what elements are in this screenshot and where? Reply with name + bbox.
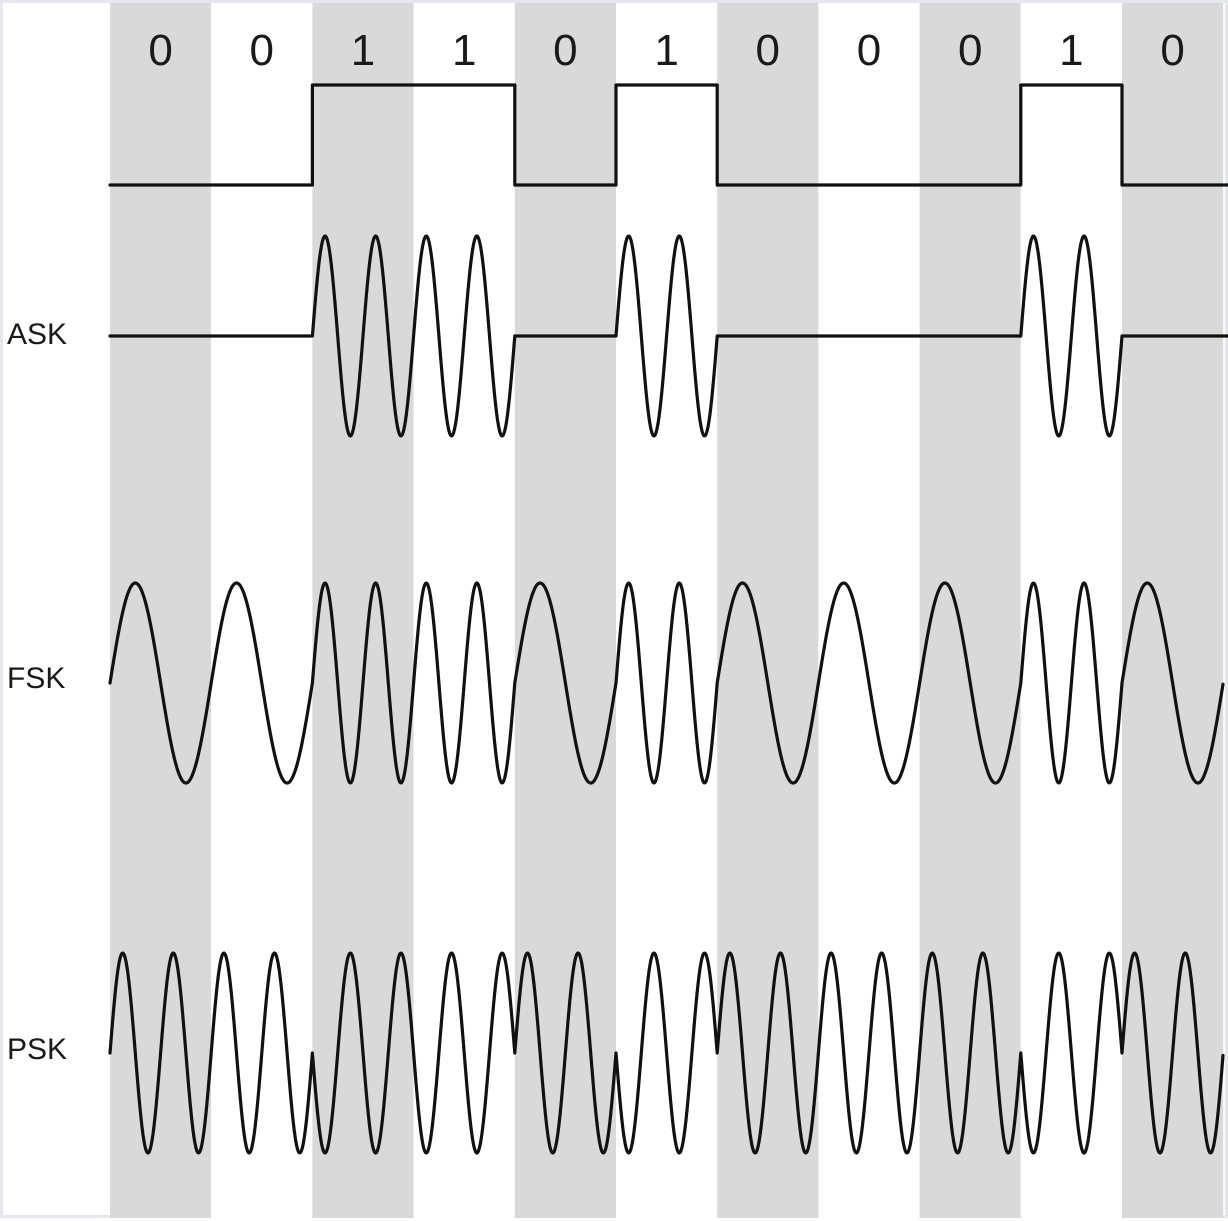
bit-label: 1 [452,26,476,75]
bit-label: 1 [1059,26,1083,75]
row-labels: ASK FSK PSK [7,318,67,1066]
bit-labels: 0 0 1 1 0 1 0 0 0 1 0 [148,26,1184,75]
fsk-label: FSK [7,662,65,695]
bit-label: 0 [553,26,577,75]
bit-stripe [717,3,819,1218]
bit-period-stripes [110,3,1224,1218]
ask-label: ASK [7,318,67,351]
bit-label: 1 [351,26,375,75]
bit-stripe [413,3,515,1218]
bit-stripe [818,3,920,1218]
bit-stripe [1122,3,1224,1218]
psk-label: PSK [7,1033,67,1066]
bit-stripe [919,3,1021,1218]
bit-label: 0 [756,26,780,75]
modulation-diagram: 0 0 1 1 0 1 0 0 0 1 0 ASK FSK PSK [7,3,1228,1218]
digital-signal-wave [108,83,1228,187]
ask-wave [108,234,1228,438]
bit-stripe [110,3,212,1218]
bit-stripe [616,3,718,1218]
psk-wave [108,951,1225,1155]
bit-stripe [312,3,414,1218]
bit-label: 0 [250,26,274,75]
bit-stripe [514,3,616,1218]
bit-stripe [211,3,313,1218]
bit-stripe [1020,3,1122,1218]
bit-label: 0 [958,26,982,75]
bit-label: 0 [857,26,881,75]
fsk-wave [108,581,1225,785]
bit-label: 1 [654,26,678,75]
bit-label: 0 [148,26,172,75]
bit-label: 0 [1160,26,1184,75]
